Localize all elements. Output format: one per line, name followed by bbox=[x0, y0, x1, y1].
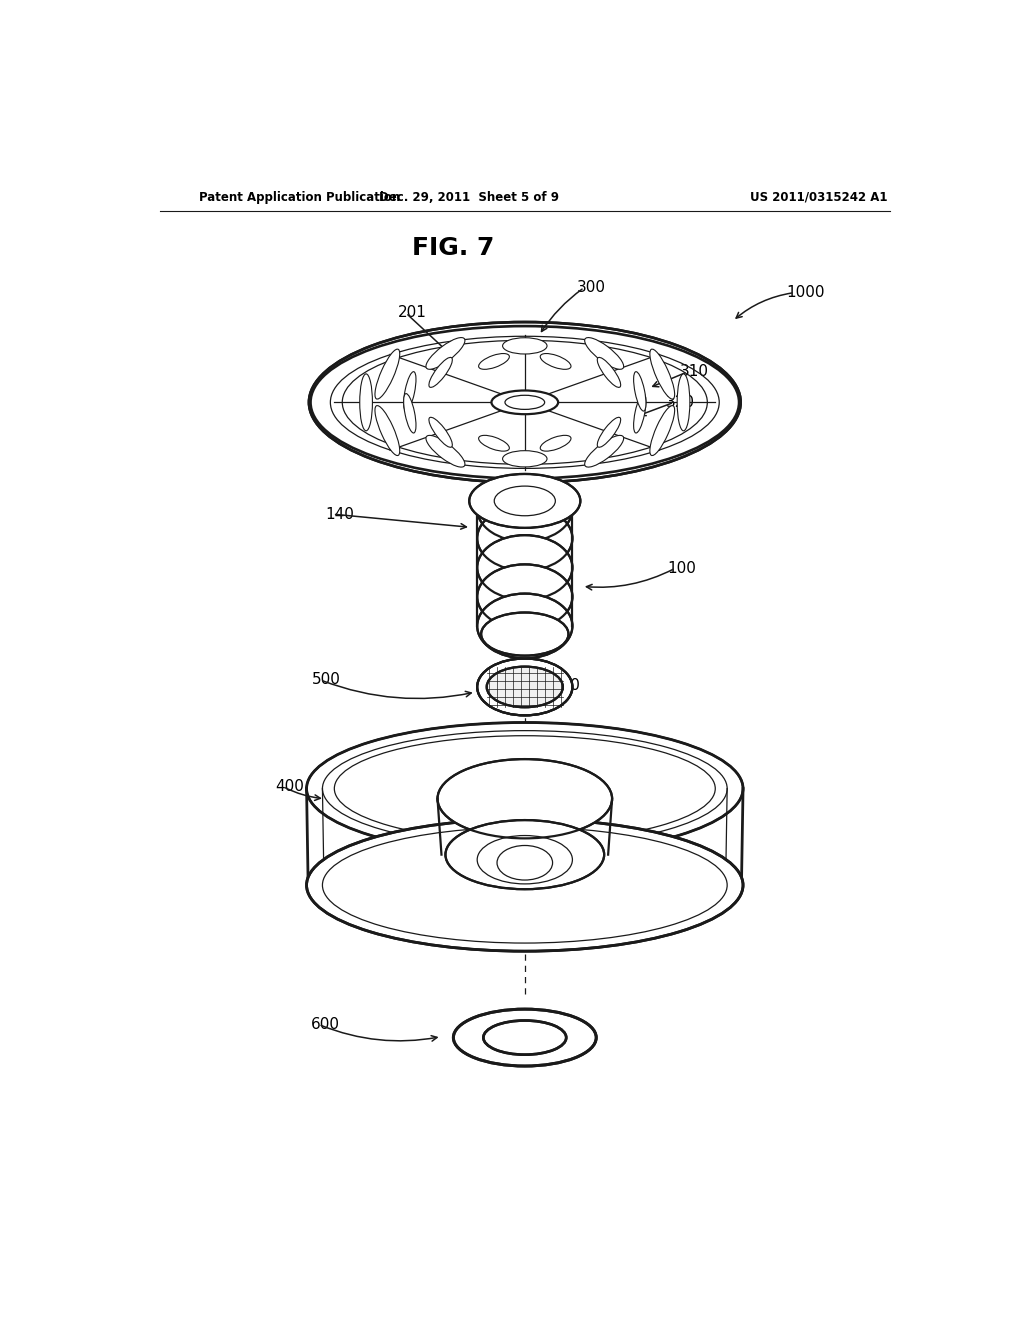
Text: 600: 600 bbox=[310, 1016, 340, 1032]
Text: 140: 140 bbox=[325, 507, 353, 521]
Text: FIG. 7: FIG. 7 bbox=[413, 236, 495, 260]
Ellipse shape bbox=[503, 338, 547, 354]
Text: 310: 310 bbox=[680, 364, 709, 379]
Ellipse shape bbox=[477, 659, 572, 715]
Text: 500: 500 bbox=[312, 672, 341, 688]
Ellipse shape bbox=[306, 818, 743, 952]
Ellipse shape bbox=[505, 395, 545, 409]
Text: 320: 320 bbox=[666, 395, 695, 409]
Ellipse shape bbox=[454, 1008, 596, 1067]
Ellipse shape bbox=[492, 391, 558, 414]
Ellipse shape bbox=[477, 535, 572, 599]
Text: Patent Application Publication: Patent Application Publication bbox=[200, 190, 400, 203]
Ellipse shape bbox=[426, 338, 465, 370]
Ellipse shape bbox=[403, 393, 416, 433]
Text: 1000: 1000 bbox=[786, 285, 825, 300]
Ellipse shape bbox=[495, 486, 555, 516]
Ellipse shape bbox=[477, 594, 572, 659]
Ellipse shape bbox=[634, 393, 646, 433]
Ellipse shape bbox=[478, 354, 509, 370]
Ellipse shape bbox=[477, 565, 572, 630]
Ellipse shape bbox=[677, 374, 690, 430]
Ellipse shape bbox=[426, 436, 465, 467]
Ellipse shape bbox=[486, 667, 563, 708]
Ellipse shape bbox=[403, 372, 416, 411]
Text: 120: 120 bbox=[532, 512, 561, 528]
Ellipse shape bbox=[634, 372, 646, 411]
Ellipse shape bbox=[306, 722, 743, 854]
Text: 400: 400 bbox=[274, 779, 304, 795]
Ellipse shape bbox=[375, 348, 399, 399]
Ellipse shape bbox=[541, 436, 571, 451]
Ellipse shape bbox=[541, 354, 571, 370]
Text: US 2011/0315242 A1: US 2011/0315242 A1 bbox=[750, 190, 887, 203]
Text: 100: 100 bbox=[668, 561, 696, 576]
Text: 110: 110 bbox=[552, 678, 581, 693]
Ellipse shape bbox=[481, 612, 568, 656]
Ellipse shape bbox=[429, 417, 453, 447]
Ellipse shape bbox=[585, 338, 624, 370]
Ellipse shape bbox=[650, 405, 675, 455]
Ellipse shape bbox=[477, 477, 572, 541]
Ellipse shape bbox=[477, 506, 572, 570]
Ellipse shape bbox=[597, 358, 621, 387]
Ellipse shape bbox=[437, 759, 612, 838]
Ellipse shape bbox=[445, 820, 604, 890]
Ellipse shape bbox=[429, 358, 453, 387]
Ellipse shape bbox=[585, 436, 624, 467]
Ellipse shape bbox=[483, 1020, 566, 1055]
Ellipse shape bbox=[375, 405, 399, 455]
Ellipse shape bbox=[650, 348, 675, 399]
Ellipse shape bbox=[597, 417, 621, 447]
Text: 201: 201 bbox=[397, 305, 427, 321]
Text: 300: 300 bbox=[577, 280, 605, 294]
Text: Dec. 29, 2011  Sheet 5 of 9: Dec. 29, 2011 Sheet 5 of 9 bbox=[379, 190, 559, 203]
Ellipse shape bbox=[309, 322, 740, 483]
Ellipse shape bbox=[359, 374, 373, 430]
Ellipse shape bbox=[503, 450, 547, 467]
Ellipse shape bbox=[478, 436, 509, 451]
Ellipse shape bbox=[469, 474, 581, 528]
